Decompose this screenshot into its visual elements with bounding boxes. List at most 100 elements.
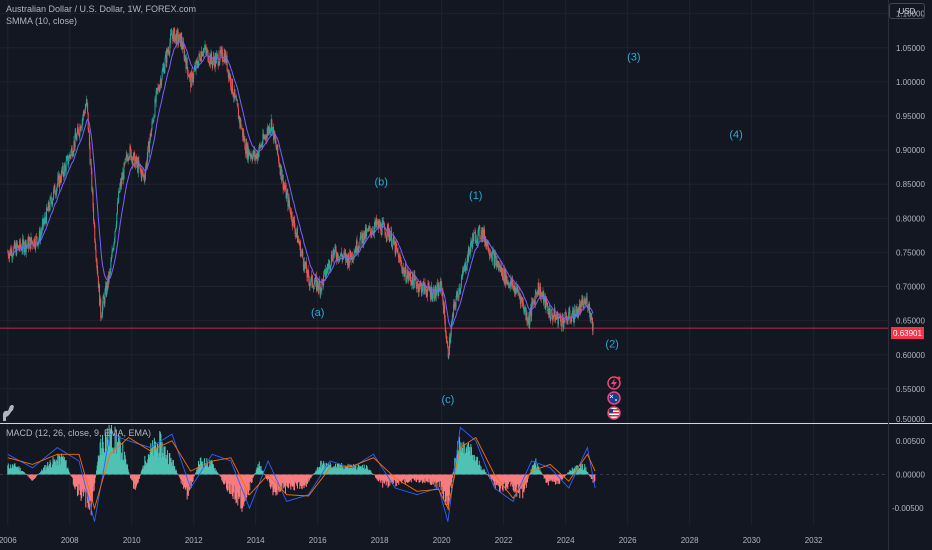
lightning-icon[interactable] bbox=[607, 376, 621, 390]
candle-body bbox=[118, 191, 120, 193]
macd-bar bbox=[542, 474, 544, 476]
macd-bar bbox=[487, 474, 489, 476]
macd-bar bbox=[415, 474, 417, 482]
macd-bar bbox=[384, 474, 386, 482]
us-flag-icon[interactable] bbox=[607, 406, 621, 420]
time-axis[interactable]: 2006 2008 2010 2012 2014 2016 2018 2020 2022 2024… bbox=[0, 536, 823, 545]
macd-bar bbox=[401, 474, 403, 481]
macd-bar bbox=[359, 466, 361, 475]
macd-bar bbox=[15, 467, 17, 475]
macd-bar bbox=[499, 474, 501, 493]
candle-body bbox=[27, 237, 29, 245]
macd-bar bbox=[223, 474, 225, 485]
macd-bar bbox=[252, 474, 254, 478]
macd-bar bbox=[354, 465, 356, 475]
candle-body bbox=[584, 300, 586, 303]
macd-bar bbox=[397, 474, 399, 483]
macd-legend[interactable]: MACD (12, 26, close, 9, EMA, EMA) bbox=[6, 428, 152, 438]
candle-body bbox=[392, 240, 394, 247]
currency-button[interactable]: USD bbox=[889, 3, 925, 19]
candle-body bbox=[391, 231, 393, 247]
candle-body bbox=[43, 218, 45, 225]
macd-bar bbox=[196, 469, 198, 475]
candle-body bbox=[429, 290, 431, 297]
candle-body bbox=[119, 181, 121, 187]
macd-bar bbox=[323, 463, 325, 475]
candle-body bbox=[284, 187, 286, 190]
candle-body bbox=[30, 237, 32, 249]
candle-body bbox=[483, 229, 485, 239]
candle-body bbox=[286, 193, 288, 199]
candle-body bbox=[491, 254, 493, 261]
macd-bar bbox=[52, 457, 54, 475]
macd-bar bbox=[119, 442, 121, 475]
dino-logo-icon bbox=[3, 405, 14, 421]
candle-body bbox=[559, 314, 561, 317]
macd-bar bbox=[20, 470, 22, 475]
macd-bar bbox=[124, 451, 126, 475]
candle-body bbox=[119, 186, 121, 193]
macd-bar bbox=[450, 474, 452, 489]
macd-bar bbox=[488, 474, 490, 477]
macd-bar bbox=[14, 466, 16, 475]
candle-body bbox=[522, 302, 524, 304]
candle-body bbox=[163, 66, 165, 74]
macd-bar bbox=[501, 474, 503, 486]
candle-body bbox=[444, 319, 446, 332]
candle-body bbox=[227, 69, 229, 78]
candle-body bbox=[199, 53, 201, 56]
macd-bar bbox=[496, 474, 498, 486]
event-icons[interactable] bbox=[607, 376, 621, 420]
macd-bar bbox=[497, 474, 499, 486]
candle-body bbox=[470, 240, 472, 248]
symbol-title[interactable]: Australian Dollar / U.S. Dollar, 1W, FOR… bbox=[6, 4, 197, 14]
macd-bar bbox=[407, 474, 409, 483]
macd-bar bbox=[491, 474, 493, 479]
candle-body bbox=[304, 261, 306, 267]
macd-bar bbox=[561, 474, 563, 480]
macd-bar bbox=[169, 452, 171, 475]
candle-body bbox=[42, 218, 44, 224]
macd-bar bbox=[116, 454, 118, 475]
macd-bar bbox=[324, 467, 326, 475]
macd-bar bbox=[537, 466, 539, 475]
price-axis[interactable]: 1.100001.050001.000000.950000.900000.850… bbox=[896, 10, 925, 424]
australia-flag-icon[interactable] bbox=[607, 391, 621, 405]
candle-body bbox=[37, 241, 39, 246]
macd-bar bbox=[164, 447, 166, 475]
macd-bar bbox=[168, 453, 170, 475]
macd-bar bbox=[207, 466, 209, 475]
macd-bar bbox=[27, 474, 29, 477]
macd-bar bbox=[329, 462, 331, 475]
macd-bar bbox=[525, 474, 527, 488]
macd-bar bbox=[127, 464, 129, 475]
smma-legend[interactable]: SMMA (10, close) bbox=[6, 16, 78, 26]
candle-body bbox=[81, 126, 83, 128]
macd-bar bbox=[555, 474, 557, 485]
macd-bar bbox=[342, 465, 344, 475]
candle-body bbox=[148, 141, 150, 153]
macd-bar bbox=[90, 474, 92, 516]
macd-lines bbox=[7, 426, 596, 522]
candle-body bbox=[360, 232, 362, 236]
candle-body bbox=[189, 74, 191, 78]
candle-body bbox=[99, 298, 101, 306]
macd-bar bbox=[376, 474, 378, 481]
candle-body bbox=[471, 242, 473, 248]
candle-body bbox=[565, 311, 567, 313]
macd-bar bbox=[261, 470, 263, 475]
candle-body bbox=[86, 99, 88, 103]
candle-body bbox=[454, 305, 456, 308]
macd-bar bbox=[400, 474, 402, 481]
macd-bar bbox=[112, 448, 114, 475]
macd-bar bbox=[59, 455, 61, 475]
macd-bar bbox=[13, 465, 15, 475]
macd-bar bbox=[425, 474, 427, 482]
macd-bar bbox=[309, 474, 311, 479]
candle-body bbox=[103, 298, 105, 304]
macd-bar bbox=[199, 464, 201, 475]
candle-body bbox=[545, 298, 547, 309]
